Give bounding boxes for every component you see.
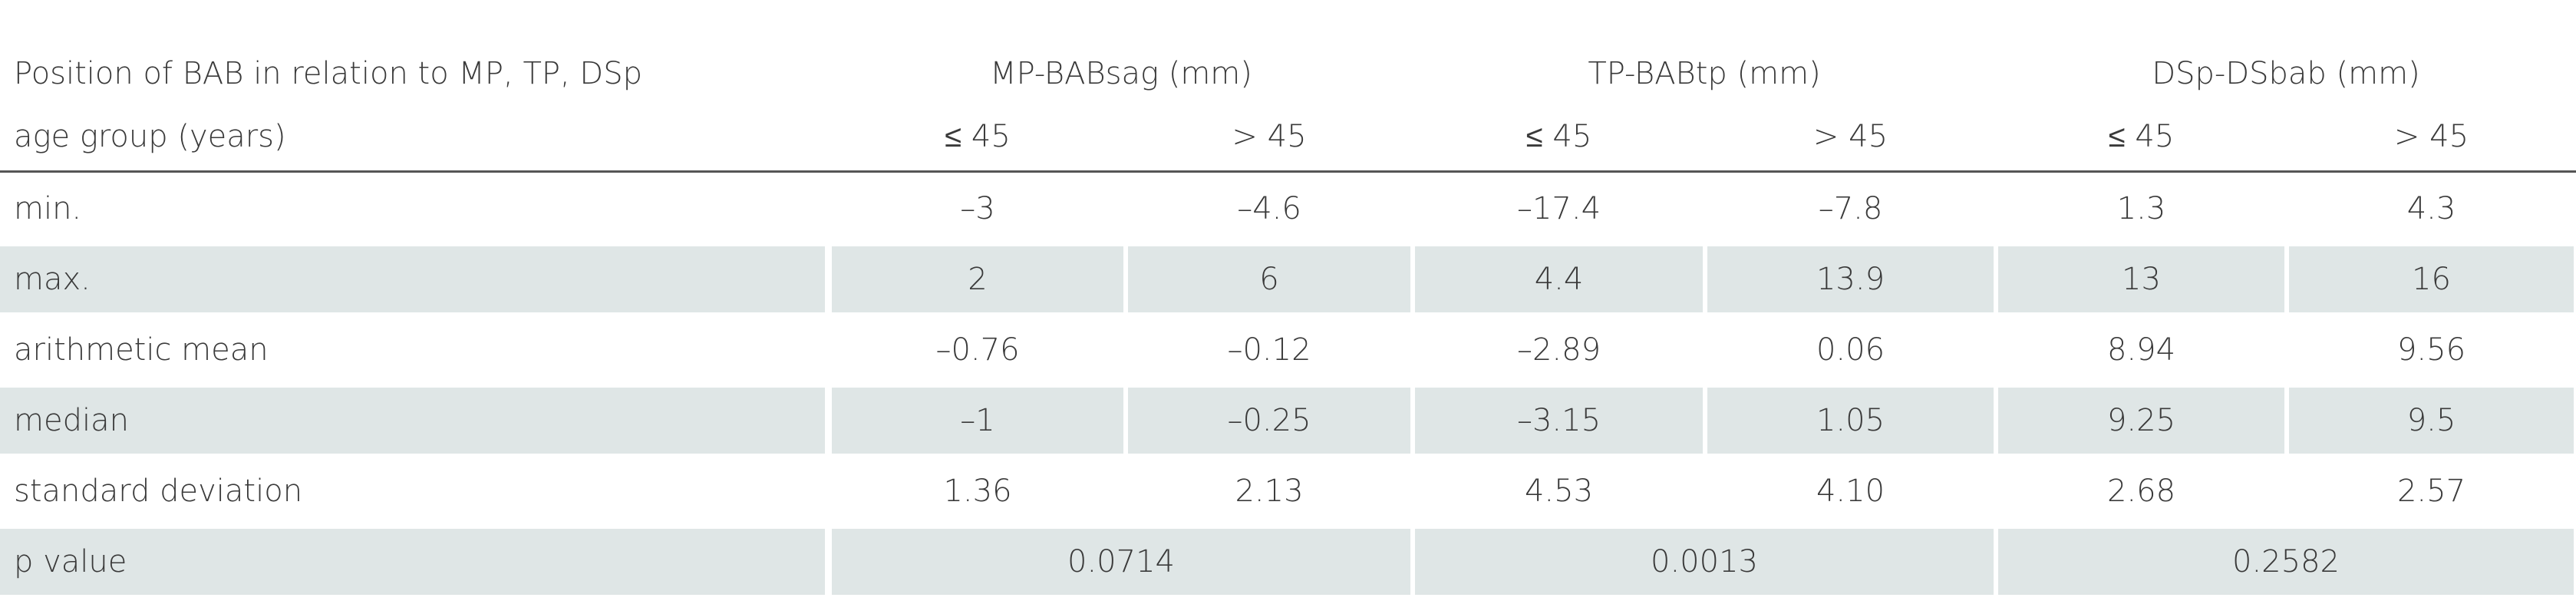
cell: 2 (832, 246, 1123, 312)
header-rule (0, 170, 2576, 173)
cell: 9.5 (2289, 388, 2574, 454)
subgroup-header: ≤ 45 (2108, 119, 2175, 154)
cell: 9.25 (1998, 388, 2284, 454)
cell: 8.94 (2106, 332, 2176, 368)
subgroup-header: > 45 (1812, 119, 1888, 154)
cell: 9.56 (2396, 332, 2466, 368)
group-header: DSp-DSbab (mm) (2152, 56, 2420, 91)
cell: –7.8 (1818, 191, 1883, 226)
cell: –0.25 (1128, 388, 1410, 454)
row-label: median (0, 388, 825, 454)
group-header: TP-BABtp (mm) (1588, 56, 1821, 91)
header-title: Position of BAB in relation to MP, TP, D… (14, 56, 643, 91)
cell: 4.3 (2406, 191, 2456, 226)
cell: –2.89 (1516, 332, 1601, 368)
row-label: standard deviation (14, 474, 303, 509)
cell: 6 (1128, 246, 1410, 312)
cell: 1.3 (2116, 191, 2166, 226)
cell: 13 (1998, 246, 2284, 312)
cell: 2.68 (2106, 474, 2176, 509)
cell: 0.0714 (832, 529, 1410, 595)
cell: 16 (2289, 246, 2574, 312)
cell: 1.36 (943, 474, 1012, 509)
cell: 0.2582 (1998, 529, 2574, 595)
cell: 4.4 (1415, 246, 1703, 312)
cell: 0.06 (1816, 332, 1885, 368)
cell: 13.9 (1707, 246, 1994, 312)
cell: –3 (960, 191, 995, 226)
cell: –0.12 (1227, 332, 1311, 368)
cell: –3.15 (1415, 388, 1703, 454)
row-label: min. (14, 191, 82, 226)
group-header: MP-BABsag (mm) (990, 56, 1252, 91)
cell: 2.13 (1235, 474, 1304, 509)
cell: 4.10 (1816, 474, 1885, 509)
cell: –17.4 (1516, 191, 1601, 226)
subgroup-header: > 45 (2393, 119, 2469, 154)
cell: –1 (832, 388, 1123, 454)
cell: 0.0013 (1415, 529, 1994, 595)
subgroup-header: > 45 (1232, 119, 1307, 154)
row-label: arithmetic mean (14, 332, 269, 368)
cell: 4.53 (1524, 474, 1594, 509)
cell: 1.05 (1707, 388, 1994, 454)
cell: –4.6 (1237, 191, 1301, 226)
header-subtitle: age group (years) (14, 119, 286, 154)
row-label: max. (0, 246, 825, 312)
cell: 2.57 (2396, 474, 2466, 509)
cell: –0.76 (935, 332, 1020, 368)
subgroup-header: ≤ 45 (945, 119, 1011, 154)
subgroup-header: ≤ 45 (1525, 119, 1592, 154)
row-label: p value (0, 529, 825, 595)
